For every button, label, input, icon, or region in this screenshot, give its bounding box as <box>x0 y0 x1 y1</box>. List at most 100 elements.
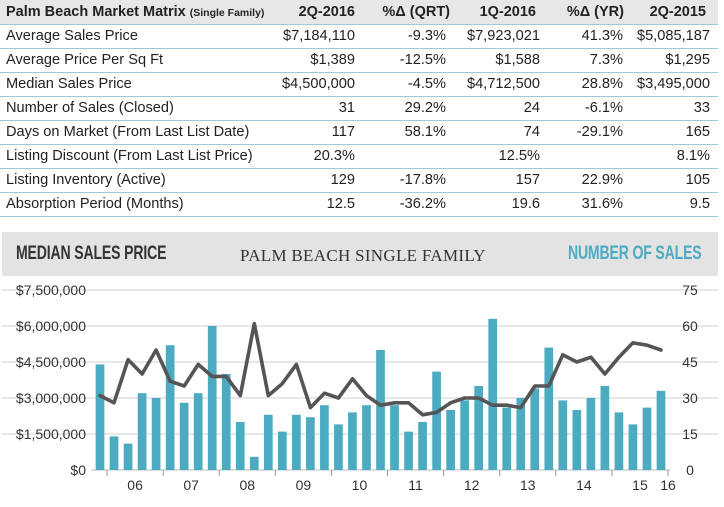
table-cell: 22.9% <box>581 172 623 188</box>
bar <box>628 424 638 470</box>
table-row: Days on Market (From Last List Date) 117 5… <box>0 120 718 145</box>
table-cell: 12.5 <box>326 196 355 212</box>
table-cell: -29.1% <box>576 124 623 140</box>
table-row: Median Sales Price $4,500,000 -4.5% $4,712,… <box>0 72 718 97</box>
bar <box>376 350 385 470</box>
table-cell: 165 <box>685 124 710 140</box>
table-cell: -12.5% <box>399 52 446 68</box>
table-cell: 33 <box>693 100 710 116</box>
table-row: Listing Inventory (Active) 129 -17.8% 157 22… <box>0 168 718 193</box>
table-cell: 58.1% <box>404 124 446 140</box>
table-cell: -6.1% <box>584 100 623 116</box>
column-header-text: %Δ (QRT) <box>382 4 450 20</box>
bar <box>193 393 203 470</box>
table-cell: 9.5 <box>689 196 710 212</box>
bar <box>165 345 175 470</box>
bar <box>502 407 512 470</box>
bar <box>460 400 469 470</box>
table-cell: $7,923,021 <box>466 28 540 44</box>
chart-left-title: MEDIAN SALES PRICE <box>16 242 167 264</box>
chart-plot: $0 0 $1,500,000 15 $3,000,000 30 $4,500,000 45 $… <box>2 276 718 504</box>
bar <box>235 422 245 470</box>
column-header: 2Q-2016 <box>298 4 355 20</box>
table-row: Listing Discount (From Last List Price) 2… <box>0 144 718 169</box>
y-right-tick-label: 45 <box>682 354 698 370</box>
column-header-text: %Δ (YR) <box>566 4 624 20</box>
table-cell: 157 <box>515 172 540 188</box>
bar <box>123 443 133 470</box>
table-cell: 41.3% <box>581 28 623 44</box>
row-label: Absorption Period (Months) <box>6 196 184 212</box>
y-left-tick-label: $6,000,000 <box>16 318 86 334</box>
x-tick-label: 12 <box>464 477 480 493</box>
table-cell: $3,495,000 <box>636 76 710 92</box>
table-cell: 31.6% <box>581 196 623 212</box>
table-cell: 7.3% <box>589 52 623 68</box>
row-label: Days on Market (From Last List Date) <box>6 124 250 140</box>
table-cell: 29.2% <box>404 100 446 116</box>
bar <box>306 417 315 470</box>
table-cell: 105 <box>685 172 710 188</box>
y-left-tick-label: $7,500,000 <box>16 282 86 298</box>
x-tick-label: 08 <box>239 477 255 493</box>
bar <box>572 410 582 470</box>
bar <box>348 412 357 470</box>
table-cell: $4,500,000 <box>281 76 355 92</box>
table-row: Average Price Per Sq Ft $1,389 -12.5% $1,58… <box>0 48 718 73</box>
table-header-row: Palm Beach Market Matrix (Single Family)… <box>0 0 718 25</box>
row-label: Average Price Per Sq Ft <box>6 52 164 68</box>
bar <box>390 405 399 470</box>
row-label: Number of Sales (Closed) <box>6 100 174 116</box>
bar <box>362 405 371 470</box>
bar <box>432 371 441 470</box>
x-tick-label: 13 <box>520 477 536 493</box>
table-cell: 28.8% <box>581 76 623 92</box>
table-cell: $1,295 <box>665 52 710 68</box>
x-tick-label: 06 <box>127 477 143 493</box>
x-tick-label: 09 <box>296 477 312 493</box>
bar <box>292 414 301 470</box>
bar <box>249 456 259 470</box>
chart-title: PALM BEACH SINGLE FAMILY <box>240 246 486 265</box>
bar <box>263 414 273 470</box>
table-cell: -36.2% <box>399 196 446 212</box>
table-row: Average Sales Price $7,184,110 -9.3% $7,923… <box>0 24 718 49</box>
bar <box>137 393 147 470</box>
bar <box>277 431 287 470</box>
y-right-tick-label: 0 <box>686 462 694 478</box>
table-cell: $5,085,187 <box>636 28 710 44</box>
column-header: 1Q-2016 <box>479 4 536 20</box>
table-title-text: Palm Beach Market Matrix <box>6 4 186 20</box>
bar <box>642 407 652 470</box>
table-cell: $4,712,500 <box>466 76 540 92</box>
table-cell: -9.3% <box>407 28 446 44</box>
table-cell: $1,389 <box>310 52 355 68</box>
bar <box>151 398 161 470</box>
bar <box>221 374 231 470</box>
y-left-tick-label: $0 <box>70 462 86 478</box>
column-header: %Δ (QRT) <box>382 0 450 24</box>
table-cell: 20.3% <box>313 148 355 164</box>
table-cell: 31 <box>338 100 355 116</box>
bar <box>320 405 329 470</box>
row-label: Listing Inventory (Active) <box>6 172 166 188</box>
y-right-tick-label: 15 <box>682 426 698 442</box>
x-tick-label: 14 <box>576 477 592 493</box>
row-label: Average Sales Price <box>6 28 138 44</box>
bar <box>656 390 666 470</box>
bar <box>488 318 498 470</box>
bar <box>207 326 217 470</box>
bar <box>600 386 610 470</box>
series-line <box>98 321 663 417</box>
column-header: 2Q-2015 <box>649 4 706 20</box>
bar <box>109 436 119 470</box>
x-tick-label: 16 <box>660 477 676 493</box>
bar <box>446 410 455 470</box>
y-right-tick-label: 60 <box>682 318 698 334</box>
table-cell: 19.6 <box>511 196 540 212</box>
table-title: Palm Beach Market Matrix (Single Family) <box>6 0 264 24</box>
column-header: %Δ (YR) <box>567 0 624 24</box>
y-left-tick-label: $3,000,000 <box>16 390 86 406</box>
y-left-tick-label: $4,500,000 <box>16 354 86 370</box>
table-cell: 74 <box>523 124 540 140</box>
